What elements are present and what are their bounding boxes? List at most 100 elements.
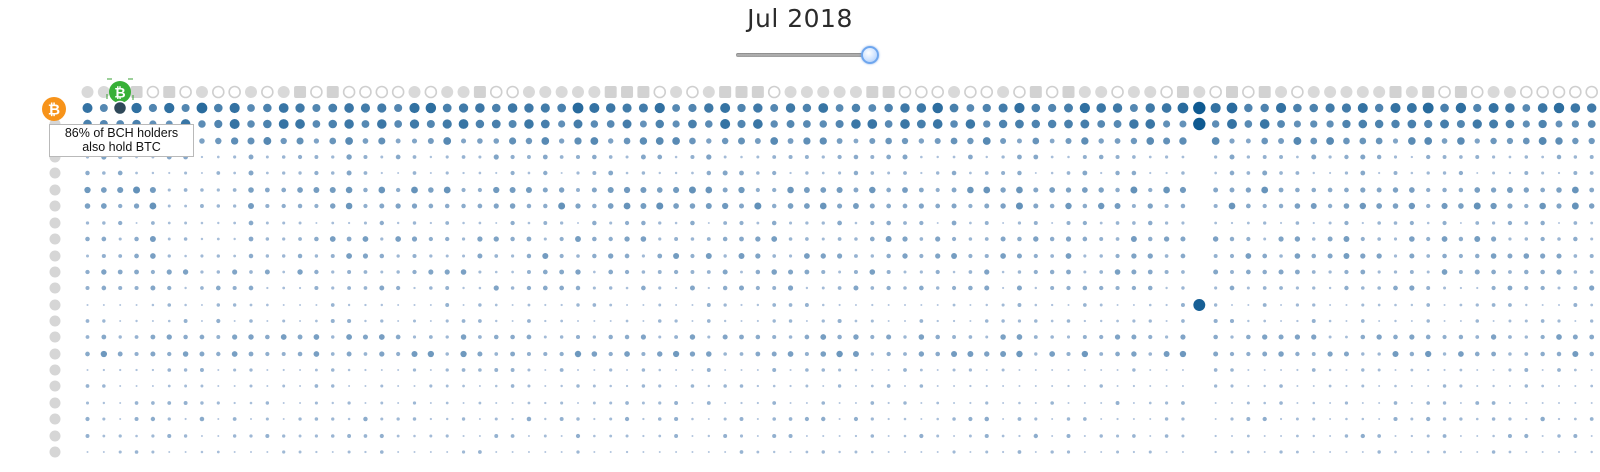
matrix-dot — [1231, 435, 1233, 437]
row-coin-icon — [49, 364, 61, 376]
matrix-dot — [1164, 254, 1169, 258]
matrix-dot — [445, 171, 449, 175]
matrix-dot — [266, 303, 269, 307]
matrix-dot — [1557, 171, 1561, 175]
matrix-dot — [965, 119, 976, 129]
matrix-dot — [593, 451, 596, 453]
matrix-dot — [1181, 369, 1184, 371]
matrix-dot — [462, 402, 465, 404]
matrix-dot — [1442, 352, 1447, 356]
matrix-dot — [478, 303, 482, 307]
matrix-dot — [134, 285, 139, 291]
matrix-dot — [412, 269, 417, 275]
matrix-dot — [1132, 402, 1135, 404]
matrix-dot — [1343, 236, 1350, 242]
matrix-dot — [559, 221, 564, 225]
matrix-dot — [1442, 434, 1447, 438]
matrix-dot — [1246, 351, 1251, 357]
matrix-dot — [739, 220, 744, 226]
matrix-dot — [1426, 203, 1431, 209]
matrix-dot — [493, 203, 499, 209]
matrix-dot — [904, 451, 906, 453]
matrix-dot — [1541, 171, 1545, 175]
matrix-dot — [265, 351, 270, 357]
matrix-dot — [1345, 450, 1348, 454]
column-coin-icon — [1356, 86, 1369, 98]
matrix-dot — [1589, 253, 1594, 259]
matrix-dot — [869, 236, 875, 242]
matrix-dot — [1589, 417, 1594, 421]
matrix-dot — [1279, 286, 1283, 290]
matrix-dot — [998, 103, 1008, 113]
slider-thumb[interactable] — [861, 46, 879, 64]
matrix-dot — [1244, 103, 1253, 113]
matrix-dot — [312, 120, 321, 128]
matrix-dot — [543, 335, 547, 339]
matrix-dot — [574, 137, 582, 145]
matrix-dot — [1508, 237, 1512, 241]
matrix-dot — [363, 416, 368, 422]
time-slider[interactable] — [736, 45, 879, 65]
matrix-dot — [462, 304, 465, 306]
matrix-dot — [1377, 450, 1381, 454]
matrix-dot — [477, 138, 483, 144]
matrix-dot — [1034, 402, 1037, 404]
matrix-dot — [184, 171, 188, 175]
matrix-dot — [1491, 351, 1497, 357]
matrix-dot — [772, 384, 776, 388]
matrix-dot — [674, 237, 679, 241]
matrix-dot — [853, 138, 859, 144]
matrix-dot — [346, 334, 353, 340]
matrix-dot — [1361, 417, 1365, 421]
matrix-dot — [982, 103, 991, 113]
slider-track[interactable] — [736, 53, 870, 57]
matrix-dot — [134, 401, 139, 405]
matrix-dot — [1574, 402, 1577, 404]
matrix-dot — [575, 203, 581, 209]
matrix-dot — [1180, 334, 1186, 340]
matrix-dot — [952, 303, 956, 307]
column-coin-icon — [588, 86, 601, 98]
matrix-dot — [1099, 303, 1103, 307]
matrix-dot — [313, 351, 320, 357]
matrix-dot — [691, 402, 694, 404]
matrix-dot — [755, 236, 761, 242]
matrix-dot — [151, 401, 155, 405]
matrix-dot — [1488, 102, 1499, 114]
matrix-dot — [707, 384, 711, 388]
matrix-dot — [524, 119, 534, 129]
matrix-dot — [331, 401, 334, 405]
matrix-dot — [949, 103, 959, 113]
matrix-dot — [542, 269, 548, 275]
matrix-dot — [870, 401, 875, 405]
matrix-dot — [1001, 319, 1005, 323]
matrix-dot — [119, 402, 122, 404]
matrix-dot — [1165, 319, 1168, 323]
matrix-dot — [821, 401, 826, 405]
matrix-dot — [314, 269, 319, 275]
matrix-dot — [623, 202, 631, 210]
matrix-dot — [591, 187, 597, 193]
matrix-dot — [248, 334, 254, 340]
matrix-dot — [853, 269, 858, 275]
matrix-dot — [346, 236, 352, 242]
matrix-dot — [1115, 351, 1120, 357]
column-coin-icon — [800, 86, 813, 98]
matrix-dot — [1244, 120, 1253, 128]
matrix-dot — [672, 350, 680, 358]
matrix-dot — [167, 285, 172, 291]
matrix-dot — [1213, 203, 1218, 209]
matrix-dot — [1080, 119, 1090, 129]
matrix-dot — [167, 384, 171, 388]
matrix-dot — [838, 402, 841, 404]
matrix-dot — [118, 434, 122, 438]
bch-icon-glyph: ₿ — [114, 86, 125, 102]
matrix-dot — [166, 269, 172, 275]
matrix-dot — [1180, 203, 1186, 209]
matrix-dot — [1524, 237, 1529, 241]
matrix-dot — [592, 171, 597, 175]
matrix-dot — [1556, 351, 1562, 357]
matrix-dot — [1145, 103, 1155, 113]
matrix-dot — [869, 138, 876, 144]
matrix-dot — [478, 401, 482, 405]
